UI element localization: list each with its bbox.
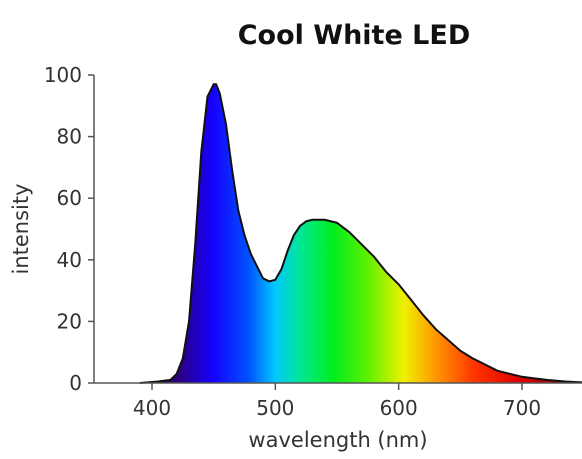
x-axis-ticks: 400 500 600 700 [133, 383, 541, 420]
chart-title: Cool White LED [238, 20, 471, 51]
x-tick-label: 400 [133, 396, 171, 420]
y-tick-label: 60 [57, 186, 82, 210]
y-tick-label: 80 [57, 125, 82, 149]
x-axis-label: wavelength (nm) [248, 428, 427, 452]
y-axis-ticks: 0 20 40 60 80 100 [44, 63, 94, 395]
x-tick-label: 500 [256, 396, 294, 420]
y-tick-label: 20 [57, 309, 82, 333]
y-tick-label: 0 [69, 371, 82, 395]
y-tick-label: 100 [44, 63, 82, 87]
x-tick-label: 600 [380, 396, 418, 420]
x-tick-label: 700 [503, 396, 541, 420]
spectrum-curve-line [139, 83, 582, 384]
spectrum-area [139, 84, 582, 383]
y-tick-label: 40 [57, 248, 82, 272]
y-axis-label: intensity [9, 183, 33, 274]
